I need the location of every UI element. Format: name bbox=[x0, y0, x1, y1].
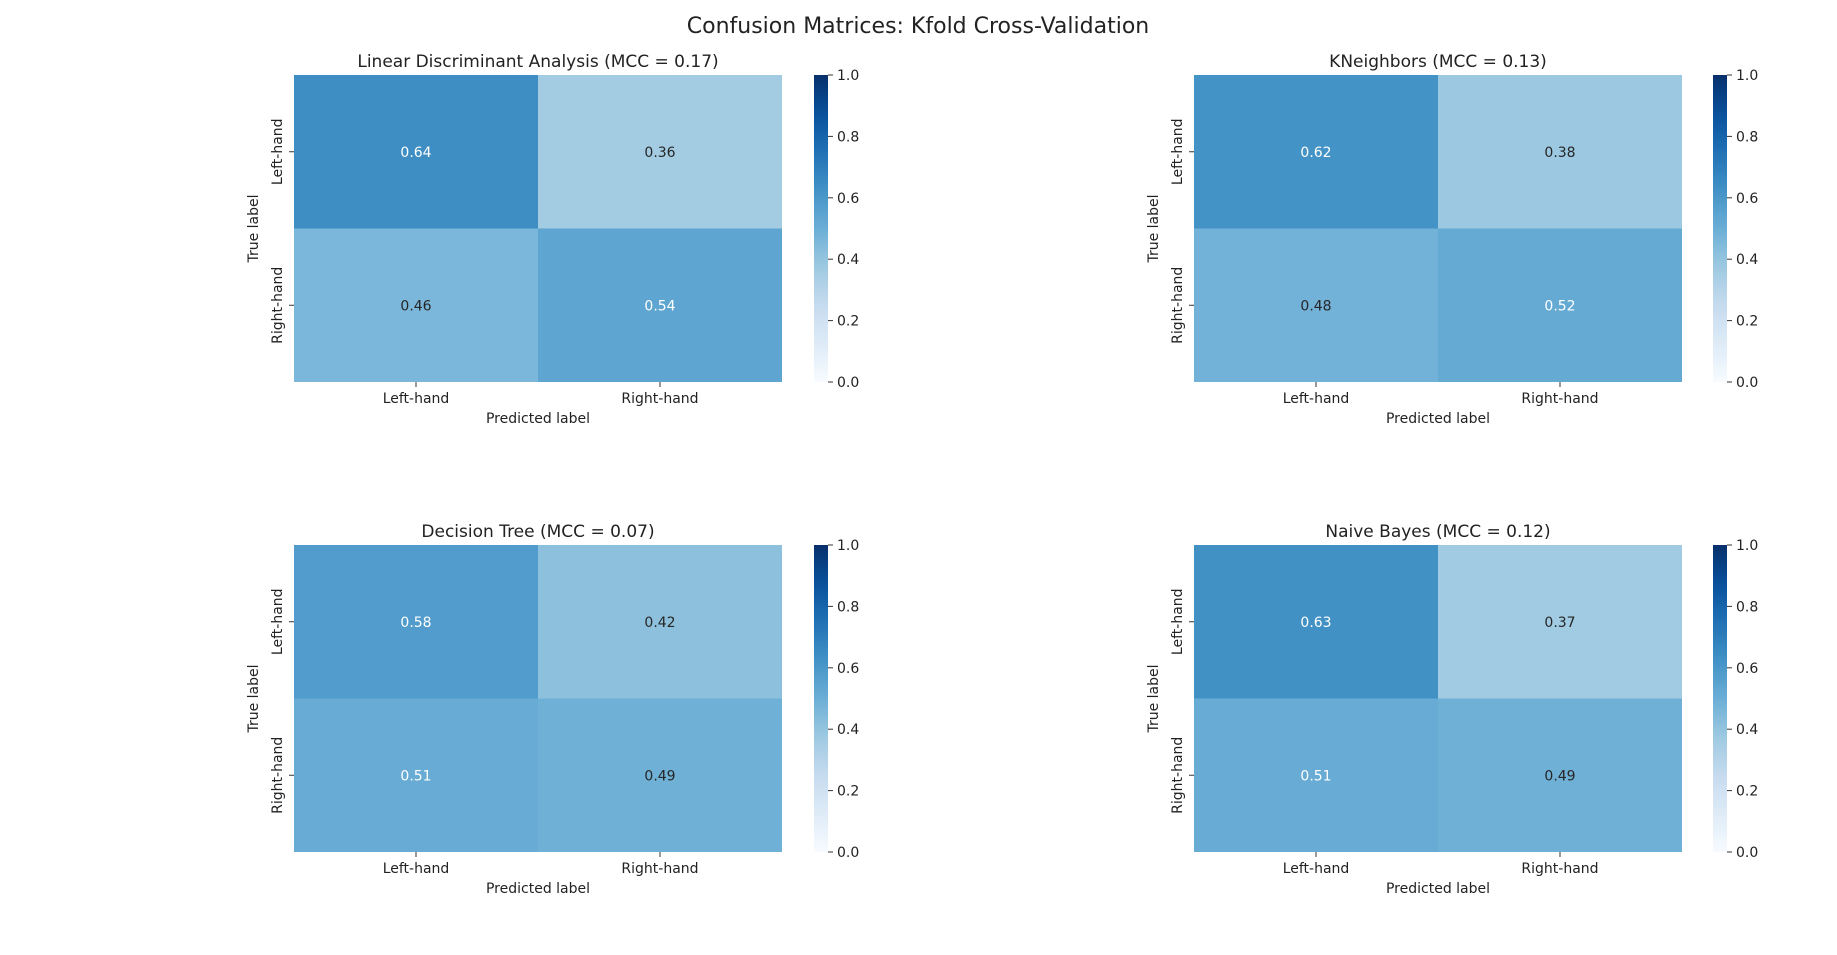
x-axis-label: Predicted label bbox=[1386, 881, 1490, 897]
colorbar-tick-label: 0.0 bbox=[837, 375, 859, 391]
colorbar-tick-label: 1.0 bbox=[1736, 68, 1758, 84]
heatmap-cell-r1-c1 bbox=[538, 228, 782, 382]
cell-value-label: 0.37 bbox=[1544, 615, 1575, 631]
cell-value-label: 0.48 bbox=[1300, 298, 1331, 314]
x-axis-label: Predicted label bbox=[1386, 411, 1490, 427]
y-tick-label: Right-hand bbox=[270, 267, 286, 344]
colorbar-tick-label: 0.2 bbox=[837, 784, 859, 800]
y-tick-label: Right-hand bbox=[1170, 267, 1186, 344]
heatmap-panel-4: 0.63 0.37 0.51 0.49 Naive Bayes (MCC = 0.12)… bbox=[1146, 522, 1758, 897]
cell-value-label: 0.42 bbox=[644, 615, 675, 631]
x-tick-label: Right-hand bbox=[1521, 861, 1598, 877]
cell-value-label: 0.54 bbox=[644, 298, 675, 314]
colorbar-tick-label: 0.6 bbox=[837, 191, 859, 207]
colorbar-tick-label: 0.4 bbox=[837, 722, 859, 738]
y-tick-label: Left-hand bbox=[270, 118, 286, 185]
x-tick-label: Left-hand bbox=[1283, 391, 1350, 407]
heatmap-cell-r1-c0 bbox=[1194, 228, 1438, 382]
panel-title: Linear Discriminant Analysis (MCC = 0.17… bbox=[357, 52, 718, 72]
colorbar-tick-label: 0.6 bbox=[1736, 661, 1758, 677]
colorbar bbox=[1713, 545, 1727, 852]
x-tick-label: Right-hand bbox=[621, 861, 698, 877]
colorbar-tick-label: 0.8 bbox=[1736, 599, 1758, 615]
cell-value-label: 0.64 bbox=[400, 145, 431, 161]
cell-value-label: 0.52 bbox=[1544, 298, 1575, 314]
y-tick-label: Left-hand bbox=[1170, 588, 1186, 655]
x-tick-label: Left-hand bbox=[383, 391, 450, 407]
colorbar bbox=[814, 545, 828, 852]
cell-value-label: 0.58 bbox=[400, 615, 431, 631]
y-axis-label: True label bbox=[246, 194, 262, 263]
heatmap-cell-r0-c1 bbox=[538, 75, 782, 229]
x-axis-label: Predicted label bbox=[486, 881, 590, 897]
y-axis-label: True label bbox=[1146, 194, 1162, 263]
x-tick-label: Left-hand bbox=[1283, 861, 1350, 877]
figure-title: Confusion Matrices: Kfold Cross-Validati… bbox=[687, 14, 1149, 39]
y-tick-label: Left-hand bbox=[270, 588, 286, 655]
cell-value-label: 0.38 bbox=[1544, 145, 1575, 161]
heatmap-cell-r0-c0 bbox=[1194, 75, 1438, 229]
colorbar-tick-label: 0.2 bbox=[1736, 314, 1758, 330]
colorbar-tick-label: 1.0 bbox=[837, 68, 859, 84]
cell-value-label: 0.51 bbox=[400, 768, 431, 784]
y-tick-label: Right-hand bbox=[270, 737, 286, 814]
cell-value-label: 0.51 bbox=[1300, 768, 1331, 784]
colorbar-tick-label: 0.6 bbox=[1736, 191, 1758, 207]
colorbar-tick-label: 0.4 bbox=[1736, 722, 1758, 738]
colorbar-tick-label: 0.6 bbox=[837, 661, 859, 677]
panel-title: Naive Bayes (MCC = 0.12) bbox=[1325, 522, 1550, 542]
heatmap-cell-r1-c1 bbox=[1438, 698, 1682, 852]
colorbar bbox=[1713, 75, 1727, 382]
heatmap-panel-2: 0.62 0.38 0.48 0.52 KNeighbors (MCC = 0.13) L… bbox=[1146, 52, 1758, 427]
colorbar-tick-label: 0.8 bbox=[1736, 129, 1758, 145]
heatmap-cell-r0-c1 bbox=[1438, 545, 1682, 699]
heatmap-panel-1: 0.64 0.36 0.46 0.54 Linear Discriminant Anal… bbox=[246, 52, 859, 427]
colorbar-tick-label: 0.8 bbox=[837, 129, 859, 145]
colorbar-tick-label: 0.0 bbox=[837, 845, 859, 861]
colorbar-tick-label: 0.2 bbox=[837, 314, 859, 330]
y-axis-label: True label bbox=[246, 664, 262, 733]
cell-value-label: 0.49 bbox=[1544, 768, 1575, 784]
heatmap-cell-r1-c1 bbox=[538, 698, 782, 852]
heatmap-cell-r0-c0 bbox=[1194, 545, 1438, 699]
colorbar-tick-label: 0.2 bbox=[1736, 784, 1758, 800]
colorbar-tick-label: 0.0 bbox=[1736, 845, 1758, 861]
heatmap-cell-r0-c1 bbox=[1438, 75, 1682, 229]
x-tick-label: Right-hand bbox=[1521, 391, 1598, 407]
colorbar-tick-label: 0.0 bbox=[1736, 375, 1758, 391]
x-axis-label: Predicted label bbox=[486, 411, 590, 427]
cell-value-label: 0.63 bbox=[1300, 615, 1331, 631]
heatmap-cell-r1-c1 bbox=[1438, 228, 1682, 382]
y-tick-label: Right-hand bbox=[1170, 737, 1186, 814]
colorbar-tick-label: 0.4 bbox=[837, 252, 859, 268]
cell-value-label: 0.49 bbox=[644, 768, 675, 784]
panel-title: Decision Tree (MCC = 0.07) bbox=[421, 522, 654, 542]
y-axis-label: True label bbox=[1146, 664, 1162, 733]
x-tick-label: Right-hand bbox=[621, 391, 698, 407]
colorbar-tick-label: 1.0 bbox=[837, 538, 859, 554]
y-tick-label: Left-hand bbox=[1170, 118, 1186, 185]
heatmap-cell-r1-c0 bbox=[294, 228, 538, 382]
heatmap-cell-r0-c0 bbox=[294, 545, 538, 699]
colorbar-tick-label: 0.4 bbox=[1736, 252, 1758, 268]
panel-title: KNeighbors (MCC = 0.13) bbox=[1329, 52, 1547, 72]
colorbar bbox=[814, 75, 828, 382]
heatmap-cell-r0-c0 bbox=[294, 75, 538, 229]
colorbar-tick-label: 1.0 bbox=[1736, 538, 1758, 554]
heatmap-cell-r0-c1 bbox=[538, 545, 782, 699]
x-tick-label: Left-hand bbox=[383, 861, 450, 877]
cell-value-label: 0.36 bbox=[644, 145, 675, 161]
cell-value-label: 0.62 bbox=[1300, 145, 1331, 161]
heatmap-cell-r1-c0 bbox=[1194, 698, 1438, 852]
cell-value-label: 0.46 bbox=[400, 298, 431, 314]
colorbar-tick-label: 0.8 bbox=[837, 599, 859, 615]
heatmap-cell-r1-c0 bbox=[294, 698, 538, 852]
heatmap-panel-3: 0.58 0.42 0.51 0.49 Decision Tree (MCC = 0.0… bbox=[246, 522, 859, 897]
